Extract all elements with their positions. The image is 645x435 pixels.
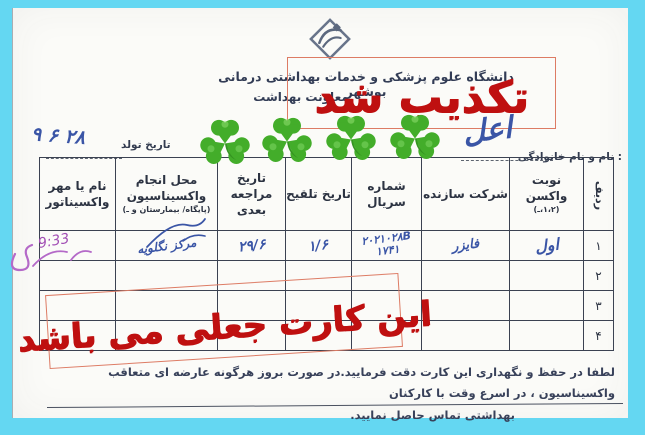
vaccinator-signature: 9:33: [5, 226, 97, 284]
table-row: ۱ اول فایزر ۲۰۲۱۰۲۸B ۱۷۴۱ ۱/۶ ۲۹/۶ مرکز …: [39, 229, 614, 261]
row-number: ۳: [583, 290, 614, 321]
shamrock-icon: [323, 108, 379, 168]
next-visit-cell: ۲۹/۶: [217, 230, 286, 261]
serial-cell: ۲۰۲۱۰۲۸B ۱۷۴۱: [351, 229, 422, 261]
care-instructions-line1: لطفا در حفظ و نگهداری این کارت دقت فرمای…: [108, 365, 615, 401]
col-row-number: ردیف: [583, 157, 614, 231]
birthdate-handwriting: ۲۸ ۶ ۹: [30, 123, 86, 149]
dose-cell: [509, 290, 584, 321]
care-instructions-line2: بهداشتی تماس حاصل نمایید.: [350, 407, 515, 422]
denial-stamp-box: تکذیب شد: [287, 57, 556, 129]
ministry-health-logo-icon: [301, 10, 359, 72]
vaccination-date-cell: [285, 290, 352, 321]
health-deputy-name: معاونت بهداشت: [253, 90, 349, 104]
dose-cell: اول: [509, 230, 584, 261]
denial-stamp-text: تکذیب شد: [314, 71, 529, 123]
col-manufacturer: شرکت سازنده: [421, 157, 510, 231]
dose-cell: [509, 260, 584, 291]
serial-cell: [351, 290, 422, 321]
col-next-visit: تاریخ مراجعه بعدی: [217, 157, 286, 231]
serial-cell: [351, 260, 422, 291]
shamrock-icon: [197, 112, 253, 172]
name-handwriting: اعل: [461, 110, 514, 151]
row-number: ۴: [583, 320, 614, 351]
vaccinator-cell: [39, 320, 116, 351]
next-visit-cell: [217, 320, 286, 351]
manufacturer-cell: [421, 320, 510, 351]
col-vaccination-date: تاریخ تلقیح: [285, 157, 352, 231]
place-cell: [115, 320, 218, 351]
place-cell: [115, 260, 218, 291]
table-row: ۲: [39, 260, 614, 291]
shamrock-icon: [387, 107, 443, 167]
manufacturer-cell: فایزر: [421, 230, 510, 261]
col-dose: نوبت واکسن (۱،۲،ـ): [509, 157, 584, 231]
place-cell: [115, 290, 218, 321]
vaccination-date-cell: ۱/۶: [285, 230, 352, 261]
dose-cell: [509, 320, 584, 351]
pen-scribble: [143, 211, 223, 255]
manufacturer-cell: [421, 260, 510, 291]
card-paper: دانشگاه علوم پزشکی و خدمات بهداشتی درمان…: [10, 8, 628, 422]
serial-cell: [351, 320, 422, 351]
row-number: ۱: [583, 230, 614, 261]
birthdate-label: تاریخ تولد: [121, 139, 171, 151]
table-header-row: ردیف نوبت واکسن (۱،۲،ـ) شرکت سازنده شماره…: [39, 157, 614, 231]
col-serial: شماره سریال: [351, 157, 422, 231]
manufacturer-cell: [421, 290, 510, 321]
svg-text:9:33: 9:33: [37, 231, 71, 252]
col-vaccinator: نام یا مهر واکسیناتور: [39, 157, 116, 231]
vaccination-date-cell: [285, 320, 352, 351]
shamrock-icon: [259, 110, 315, 170]
vaccinator-cell: [39, 260, 116, 291]
vaccination-table: ردیف نوبت واکسن (۱،۲،ـ) شرکت سازنده شماره…: [39, 157, 614, 351]
table-row: ۴: [39, 320, 614, 351]
next-visit-cell: [217, 290, 286, 321]
row-number: ۲: [583, 260, 614, 291]
university-name: دانشگاه علوم پزشکی و خدمات بهداشتی درمان…: [218, 69, 514, 99]
col-place: محل انجام واکسیناسیون (پایگاه/ بیمارستان …: [115, 157, 218, 231]
care-instructions: لطفا در حفظ و نگهداری این کارت دقت فرمای…: [53, 362, 615, 426]
